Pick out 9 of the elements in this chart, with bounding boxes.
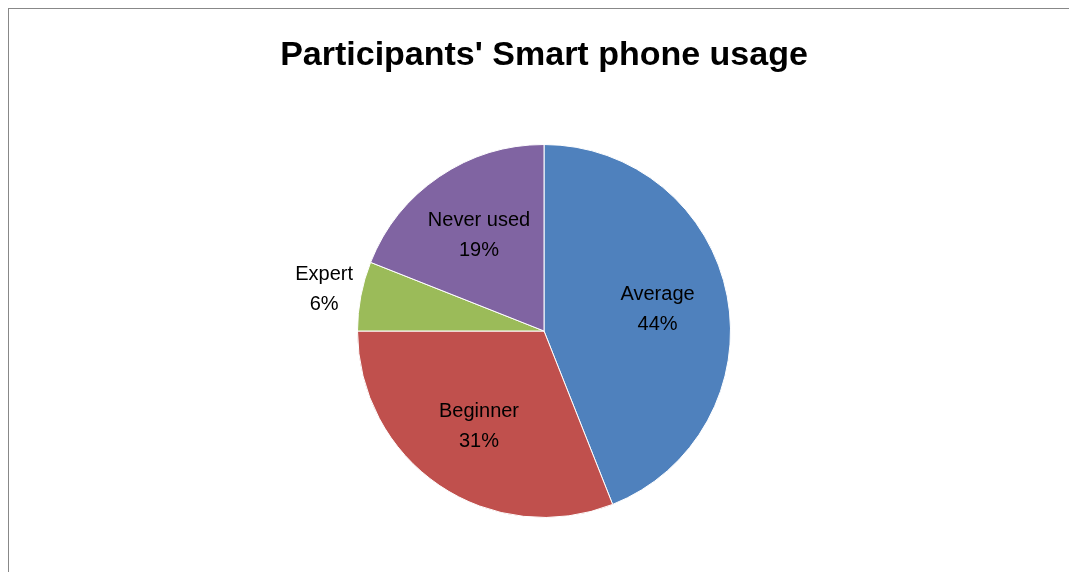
- data-label: 6%: [309, 291, 339, 314]
- data-label: 19%: [458, 237, 500, 260]
- chart-title: Participants' Smart phone usage: [279, 34, 809, 73]
- slice-label: Beginner: [438, 399, 520, 422]
- slice-label: Never used: [427, 207, 531, 230]
- slice-label: Average: [620, 281, 695, 304]
- data-label: 44%: [637, 311, 678, 334]
- data-label: 31%: [458, 429, 500, 452]
- slice-label: Expert: [295, 261, 354, 284]
